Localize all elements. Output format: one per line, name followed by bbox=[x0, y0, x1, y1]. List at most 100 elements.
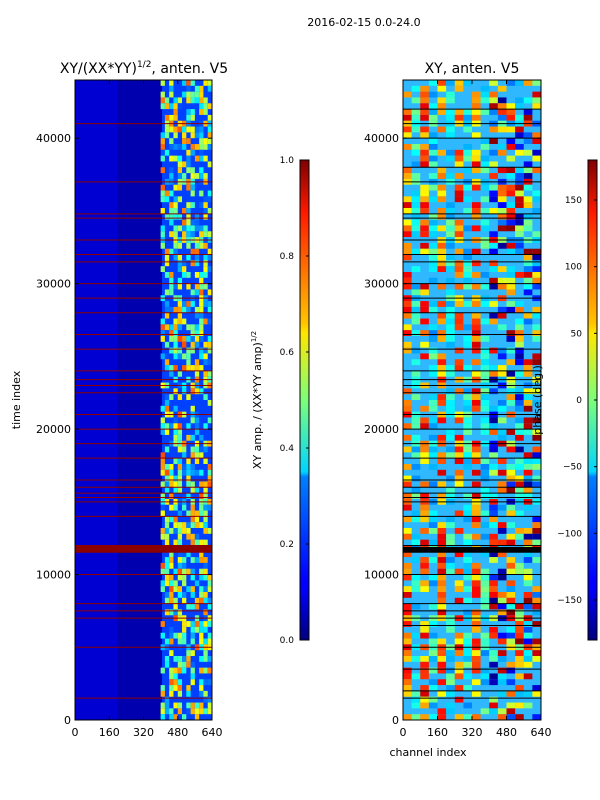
amplitude-colorbar-label-exponent: 1/2 bbox=[250, 331, 258, 342]
phase-cell bbox=[446, 365, 455, 371]
phase-cell bbox=[454, 184, 464, 191]
amplitude-cell bbox=[164, 213, 170, 220]
amplitude-cell bbox=[186, 586, 191, 592]
phase-cell bbox=[437, 522, 447, 528]
phase-cell bbox=[472, 656, 481, 662]
amplitude-title-suffix: , anten. V5 bbox=[151, 61, 228, 77]
amplitude-cell bbox=[199, 283, 204, 290]
phase-cell bbox=[411, 208, 421, 214]
amplitude-cell bbox=[160, 464, 165, 470]
phase-y-tick-label: 0 bbox=[392, 714, 399, 727]
phase-cell bbox=[403, 388, 412, 395]
phase-cell bbox=[463, 336, 472, 342]
amplitude-cell bbox=[190, 650, 195, 656]
phase-cell bbox=[411, 696, 421, 703]
phase-cell bbox=[532, 609, 541, 616]
amplitude-cell bbox=[173, 242, 178, 249]
amplitude-cell bbox=[186, 423, 191, 430]
amplitude-cell bbox=[186, 80, 191, 86]
amplitude-cell bbox=[177, 144, 183, 150]
phase-cell bbox=[446, 277, 455, 284]
phase-cell bbox=[532, 586, 541, 592]
amplitude-cell bbox=[203, 609, 208, 616]
amplitude-cell bbox=[203, 173, 208, 179]
amplitude-cell bbox=[177, 574, 183, 581]
amplitude-cell bbox=[173, 434, 178, 441]
amplitude-cell bbox=[190, 446, 195, 453]
phase-cell bbox=[532, 359, 541, 366]
phase-cell bbox=[523, 365, 533, 371]
amplitude-cell bbox=[160, 458, 165, 464]
phase-cell bbox=[515, 184, 524, 191]
amplitude-cell bbox=[169, 114, 174, 121]
phase-cell bbox=[515, 685, 524, 691]
amplitude-cell bbox=[186, 568, 191, 575]
phase-cell bbox=[515, 370, 524, 377]
phase-cell bbox=[480, 533, 490, 540]
amplitude-cell bbox=[194, 487, 200, 494]
phase-cell bbox=[506, 533, 516, 540]
phase-cell bbox=[463, 650, 472, 656]
phase-cell bbox=[506, 388, 516, 395]
phase-cell bbox=[489, 283, 498, 290]
phase-cell bbox=[428, 231, 438, 238]
amplitude-cell bbox=[190, 109, 195, 115]
phase-cell bbox=[463, 272, 472, 278]
amplitude-cell bbox=[199, 225, 204, 232]
amplitude-cell bbox=[207, 103, 212, 110]
phase-cell bbox=[523, 260, 533, 267]
amplitude-cell bbox=[186, 242, 191, 249]
phase-cell bbox=[506, 562, 516, 569]
amplitude-cell bbox=[160, 690, 165, 697]
amplitude-cell bbox=[186, 301, 191, 307]
phase-cell bbox=[480, 679, 490, 686]
phase-cell bbox=[463, 149, 472, 156]
phase-cell bbox=[454, 190, 464, 197]
phase-cell bbox=[506, 708, 516, 715]
amplitude-cell bbox=[164, 353, 170, 360]
phase-cell bbox=[480, 487, 490, 494]
phase-cell bbox=[411, 289, 421, 296]
amplitude-cell bbox=[169, 365, 174, 371]
phase-cell bbox=[506, 301, 516, 307]
amplitude-cell bbox=[169, 592, 174, 598]
amplitude-cell bbox=[194, 452, 200, 459]
phase-cell bbox=[515, 690, 524, 697]
amplitude-cell bbox=[160, 208, 165, 214]
amplitude-cell bbox=[203, 458, 208, 464]
phase-cell bbox=[506, 557, 516, 563]
phase-cell bbox=[403, 196, 412, 203]
phase-cell bbox=[523, 626, 533, 633]
amplitude-cell bbox=[160, 429, 165, 435]
phase-cell bbox=[403, 114, 412, 121]
phase-cell bbox=[437, 690, 447, 697]
amplitude-cell bbox=[160, 667, 165, 674]
amplitude-cell bbox=[173, 679, 178, 686]
amplitude-cell bbox=[199, 667, 204, 674]
amplitude-cell bbox=[182, 452, 187, 459]
amplitude-cell bbox=[160, 714, 165, 720]
amplitude-cell bbox=[194, 469, 200, 476]
phase-cell bbox=[420, 423, 429, 430]
phase-cell bbox=[463, 702, 472, 709]
amplitude-cell bbox=[182, 574, 187, 581]
phase-cell bbox=[463, 417, 472, 424]
phase-cell bbox=[515, 225, 524, 232]
amplitude-cell bbox=[169, 190, 174, 197]
amplitude-cell bbox=[169, 580, 174, 587]
amplitude-cell bbox=[199, 336, 204, 342]
amplitude-cell bbox=[203, 196, 208, 203]
phase-cell bbox=[428, 254, 438, 261]
phase-cell bbox=[403, 272, 412, 278]
phase-cell bbox=[532, 306, 541, 313]
phase-cell bbox=[489, 196, 498, 203]
phase-cell bbox=[472, 400, 481, 406]
phase-cell bbox=[411, 202, 421, 208]
phase-cell bbox=[515, 656, 524, 662]
phase-heatmap bbox=[403, 80, 541, 720]
phase-cell bbox=[515, 510, 524, 517]
amplitude-cell bbox=[173, 336, 178, 342]
phase-cell bbox=[411, 330, 421, 336]
phase-cell bbox=[532, 277, 541, 284]
amplitude-cell bbox=[177, 213, 183, 220]
